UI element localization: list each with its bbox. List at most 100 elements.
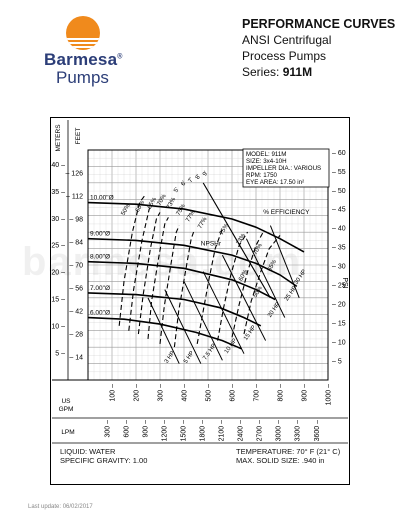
hp-label: 3 HP: [164, 350, 177, 364]
efficiency-label: 65%: [267, 259, 279, 273]
feet-axis-title: FEET: [75, 128, 82, 145]
head-curve-label: 10.00"Ø: [90, 195, 114, 202]
feet-tick-label: – 28: [69, 332, 83, 339]
efficiency-contour: [147, 217, 169, 339]
gpm-tick-label: 100 –: [110, 384, 117, 402]
efficiency-label: 73%: [236, 232, 248, 246]
efficiency-label: 65%: [147, 196, 159, 210]
efficiency-contour: [217, 231, 249, 341]
head-curve-label: 9.00"Ø: [90, 231, 110, 238]
header: PERFORMANCE CURVES ANSI Centrifugal Proc…: [242, 16, 395, 80]
lpm-tick-label: 2100 –: [219, 420, 226, 442]
efficiency-label: 60%: [135, 199, 147, 213]
lpm-tick-label: 300 –: [105, 420, 112, 438]
hp-line: [183, 281, 223, 361]
efficiency-contour: [159, 225, 180, 344]
gpm-tick-label: 300 –: [158, 384, 165, 402]
npshr-curve: [202, 182, 271, 299]
meter-tick-label: 10 –: [51, 324, 65, 331]
efficiency-label: 70%: [253, 242, 265, 256]
hp-line: [221, 254, 267, 341]
head-curve-5: [87, 316, 242, 350]
efficiency-contour: [173, 231, 195, 348]
npsh-label: 9': [202, 170, 209, 177]
gpm-tick-label: 600 –: [230, 384, 237, 402]
psi-tick-label: – 40: [332, 226, 346, 233]
hp-line: [245, 238, 286, 318]
meter-tick-label: 5 –: [55, 351, 65, 358]
psi-tick-label: – 25: [332, 283, 346, 290]
hp-label: 30 HP: [294, 269, 308, 286]
efficiency-contour: [137, 212, 161, 335]
npshr-label: NPSHr: [201, 240, 222, 247]
head-curve-label: 8.00"Ø: [90, 254, 110, 261]
efficiency-label: 50%: [253, 285, 265, 299]
hp-line: [202, 271, 245, 354]
efficiency-contour: [231, 231, 264, 338]
efficiency-label: 73%: [166, 196, 178, 210]
npsh-label: 6': [181, 180, 188, 187]
meter-tick-label: 20 –: [51, 270, 65, 277]
hp-line: [164, 289, 202, 364]
page-title: PERFORMANCE CURVES: [242, 17, 396, 31]
hp-label: 15 HP: [243, 325, 257, 342]
feet-tick-label: – 126: [65, 171, 83, 178]
npsh-label: 8': [195, 174, 202, 181]
feet-tick-label: – 112: [66, 194, 83, 201]
spec-box: [242, 148, 330, 188]
meter-tick-label: 30 –: [51, 216, 65, 223]
psi-tick-label: – 45: [332, 207, 346, 214]
head-curve-label: 7.00"Ø: [90, 285, 110, 292]
efficiency-legend: % EFFICIENCY: [263, 209, 310, 216]
gpm-tick-label: 700 –: [254, 384, 261, 402]
head-curve-1: [87, 201, 305, 253]
spec-line: RPM: 1750: [246, 172, 278, 179]
lpm-tick-label: 1200 –: [162, 420, 169, 442]
efficiency-label: 75%: [219, 222, 231, 236]
feet-tick-label: – 14: [69, 355, 83, 362]
hp-label: 7.5 HP: [202, 343, 217, 361]
lpm-tick-label: 1500 –: [181, 420, 188, 442]
spec-line: MODEL: 911M: [246, 151, 286, 158]
gpm-axis-title-1: US: [61, 398, 71, 405]
gpm-tick-label: 200 –: [134, 384, 141, 402]
efficiency-label: 50%: [121, 203, 133, 217]
head-curve-3: [87, 260, 276, 301]
head-curve-label: 6.00"Ø: [90, 310, 110, 317]
brand-subname: Pumps: [56, 68, 109, 87]
efficiency-label: 77%: [185, 209, 197, 223]
npsh-label: 5': [173, 187, 180, 194]
lpm-tick-label: 3300 –: [295, 420, 302, 442]
npsh-label: 7': [188, 177, 195, 184]
gpm-tick-label: 500 –: [206, 384, 213, 402]
lpm-tick-label: 600 –: [124, 420, 131, 438]
meter-tick-label: 40 –: [51, 162, 65, 169]
gpm-tick-label: 1000 –: [326, 384, 333, 406]
efficiency-label: 77%: [197, 216, 209, 230]
psi-tick-label: – 15: [332, 321, 346, 328]
psi-tick-label: – 55: [332, 169, 346, 176]
efficiency-label: 60%: [238, 268, 250, 282]
feet-tick-label: – 42: [69, 309, 83, 316]
hp-label: 20 HP: [267, 302, 281, 319]
efficiency-contour: [196, 228, 223, 344]
lpm-tick-label: 3000 –: [276, 420, 283, 442]
psi-tick-label: – 5: [332, 359, 342, 366]
lpm-tick-label: 3600 –: [314, 420, 321, 442]
lpm-tick-label: 1800 –: [200, 420, 207, 442]
feet-tick-label: – 98: [69, 217, 83, 224]
feet-tick-label: – 56: [69, 286, 83, 293]
header-line-3: Process Pumps: [242, 49, 327, 63]
lpm-tick-label: 2700 –: [257, 420, 264, 442]
feet-tick-label: – 84: [69, 240, 83, 247]
lpm-tick-label: 2400 –: [238, 420, 245, 442]
hp-line: [269, 225, 300, 299]
feet-tick-label: – 70: [69, 263, 83, 270]
spec-line: EYE AREA: 17.50 in²: [246, 179, 304, 186]
spec-line: SIZE: 3x4-10H: [246, 158, 287, 165]
temp-info: TEMPERATURE: 70° F (21° C) MAX. SOLID SI…: [236, 447, 341, 465]
psi-tick-label: – 30: [332, 264, 346, 271]
lpm-tick-label: 900 –: [143, 420, 150, 438]
liquid-info: LIQUID: WATER SPECIFIC GRAVITY: 1.00: [60, 447, 148, 465]
